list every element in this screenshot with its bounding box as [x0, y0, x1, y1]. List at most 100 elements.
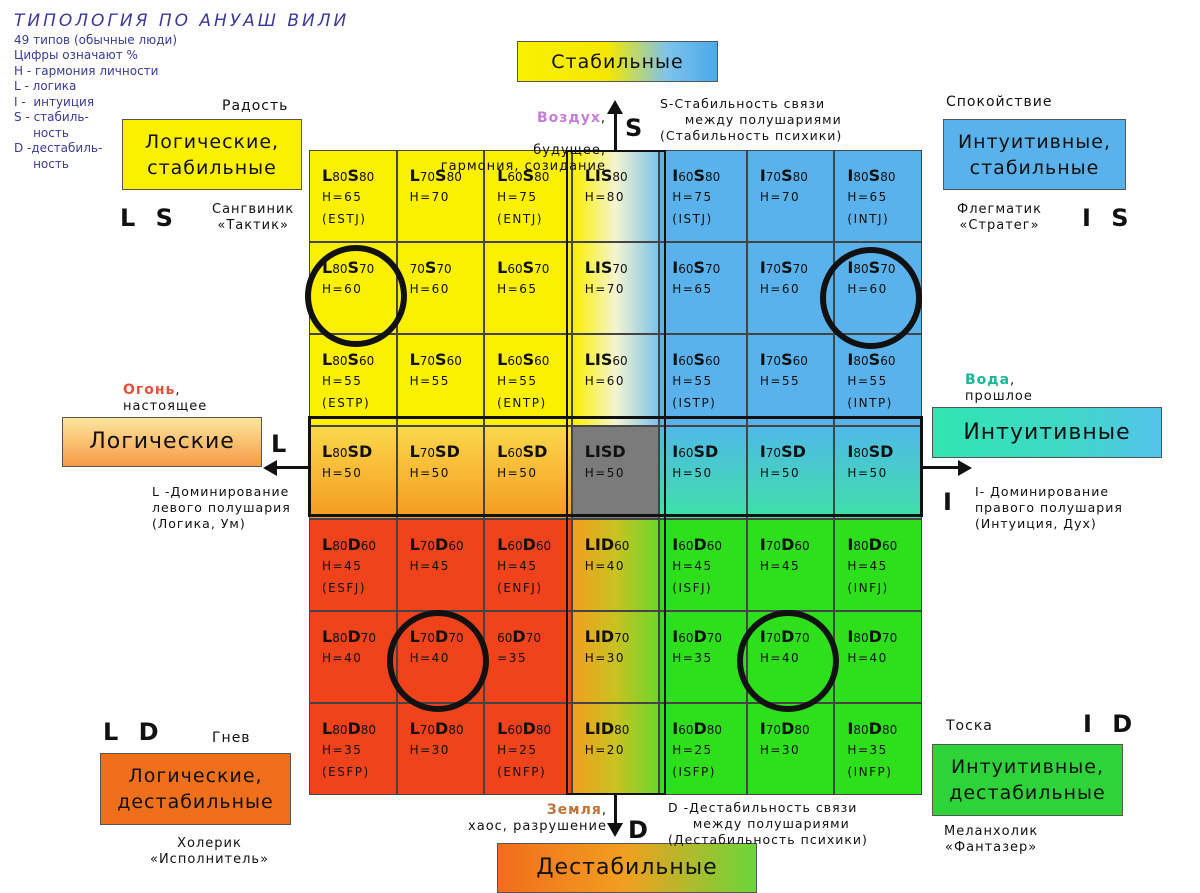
type-code-part: D	[693, 718, 707, 738]
type-code-part: 70	[765, 446, 782, 461]
type-code-part: 80	[881, 722, 898, 737]
type-cell: I70D60 H=45	[746, 518, 835, 611]
type-code-part: D	[522, 534, 536, 554]
harmony-value: H=80	[584, 190, 626, 204]
type-code: L70SD	[410, 443, 484, 462]
type-code-part: I	[672, 442, 679, 462]
type-code-part: 70	[409, 262, 425, 277]
type-cell: L70D60 H=45	[396, 518, 485, 611]
type-code: L70D80	[410, 719, 484, 739]
type-code-part: I	[759, 258, 766, 278]
harmony-value: H=75	[497, 190, 538, 204]
type-code: L70S80	[410, 167, 484, 186]
type-code: L80D80	[322, 719, 396, 739]
type-code-part: S	[347, 166, 360, 185]
type-cell: I80D80 H=35 (INFP)	[834, 702, 922, 795]
type-code-part: D	[868, 718, 882, 738]
harmony-value: H=70	[409, 190, 450, 204]
type-cell: I60D60 H=45 (ISFJ)	[659, 518, 747, 611]
logical-destable-box: Логические, дестабильные	[100, 753, 291, 825]
anger-label: Гнев	[212, 730, 251, 746]
harmony-value: H=65	[497, 282, 538, 297]
type-code-part: 80	[792, 170, 808, 184]
mbti-type: (ISTJ)	[672, 212, 713, 226]
axis-d: D	[628, 816, 648, 844]
type-cell: L60S70 H=65	[484, 242, 572, 335]
type-code-part: 70	[765, 538, 782, 553]
type-code-part: 80	[706, 722, 723, 737]
type-cell: L70D80 H=30	[396, 702, 485, 795]
type-cell: I60S70 H=65	[659, 242, 747, 335]
type-code-part: 70	[419, 170, 436, 184]
water-comma: ,	[1010, 373, 1016, 388]
type-code-part: 80	[853, 722, 869, 737]
air-comma: ,	[600, 111, 606, 126]
type-code: L80SD	[322, 443, 396, 462]
harmony-value: H=60	[409, 282, 450, 297]
legend-line: L - логика	[14, 79, 77, 93]
type-code-part: 80	[535, 722, 552, 737]
type-code-part: D	[781, 718, 795, 738]
type-code-part: 80	[360, 722, 377, 737]
type-code: I80SD	[847, 443, 921, 462]
legend-line: S - стабиль-	[14, 110, 89, 124]
harmony-value: H=70	[759, 190, 801, 204]
type-code-part: S	[522, 258, 535, 278]
type-code-part: 60	[448, 538, 464, 553]
harmony-value: H=60	[584, 374, 626, 389]
harmony-value: H=55	[672, 374, 713, 389]
ls-label: L S	[120, 204, 179, 232]
type-code-part: 60	[507, 446, 523, 461]
type-code: I60S80	[672, 167, 746, 186]
type-code-part: L	[409, 166, 420, 185]
type-code-part: 80	[332, 630, 348, 645]
harmony-value: =35	[497, 650, 527, 665]
harmony-value: H=30	[409, 742, 450, 757]
type-code-part: 80	[794, 722, 810, 737]
l-description: L -Доминирование левого полушария (Логик…	[152, 484, 291, 531]
type-code: I60D60	[672, 535, 746, 555]
type-code-part: 80	[705, 170, 721, 184]
air-label: Воздух, будущее, гармония, созидание	[430, 94, 606, 191]
fire-comma: ,	[175, 383, 181, 398]
legend-line: I - интуиция	[14, 94, 95, 109]
type-cell: LIS70 H=70	[571, 242, 660, 335]
type-cell: 60D70 =35	[484, 610, 572, 703]
type-code: LID70	[585, 627, 659, 647]
s-description: S-Стабильность связи между полушариями (…	[660, 96, 843, 143]
harmony-value: H=55	[322, 374, 363, 389]
type-code-part: S	[693, 350, 706, 370]
type-code-part: S	[347, 350, 360, 370]
type-code-part: D	[347, 534, 361, 554]
harmony-value: H=35	[322, 742, 363, 757]
type-code: I70S70	[760, 259, 834, 278]
type-code-part: 60	[507, 170, 523, 184]
type-code-part: 80	[853, 170, 869, 184]
mbti-type: (ESTJ)	[322, 212, 367, 226]
type-code-part: I	[847, 166, 854, 185]
mbti-type: (INFP)	[847, 764, 893, 779]
legend-line: 49 типов (обычные люди)	[14, 32, 178, 47]
intuitive-destable-box: Интуитивные, дестабильные	[932, 744, 1123, 816]
type-code-part: 70	[534, 262, 550, 277]
type-code: L60S70	[497, 259, 571, 278]
type-cell: I80SD H=50	[834, 426, 922, 519]
arrow-left-shaft	[276, 466, 309, 469]
harmony-value: H=50	[759, 466, 801, 481]
harmony-value: H=50	[847, 466, 888, 481]
type-code: L60D80	[497, 719, 571, 739]
type-code-part: I	[847, 626, 854, 646]
type-code-part: L	[322, 166, 333, 185]
type-cell: L60S60 H=55 (ENTP)	[484, 334, 572, 427]
type-cell: I70S70 H=60	[746, 242, 835, 335]
logical-stable-box: Логические, стабильные	[122, 119, 302, 190]
type-code-part: S	[781, 258, 793, 278]
type-code-part: 60	[705, 354, 721, 369]
arrow-left-icon	[263, 460, 277, 476]
type-code: I70S80	[760, 167, 834, 186]
type-cell: L60D60 H=45 (ENFJ)	[484, 518, 572, 611]
mbti-type: (INTJ)	[847, 212, 890, 226]
type-code: L60S80	[497, 167, 571, 186]
type-code-part: 70	[436, 262, 452, 277]
type-code-part: 70	[706, 630, 723, 645]
